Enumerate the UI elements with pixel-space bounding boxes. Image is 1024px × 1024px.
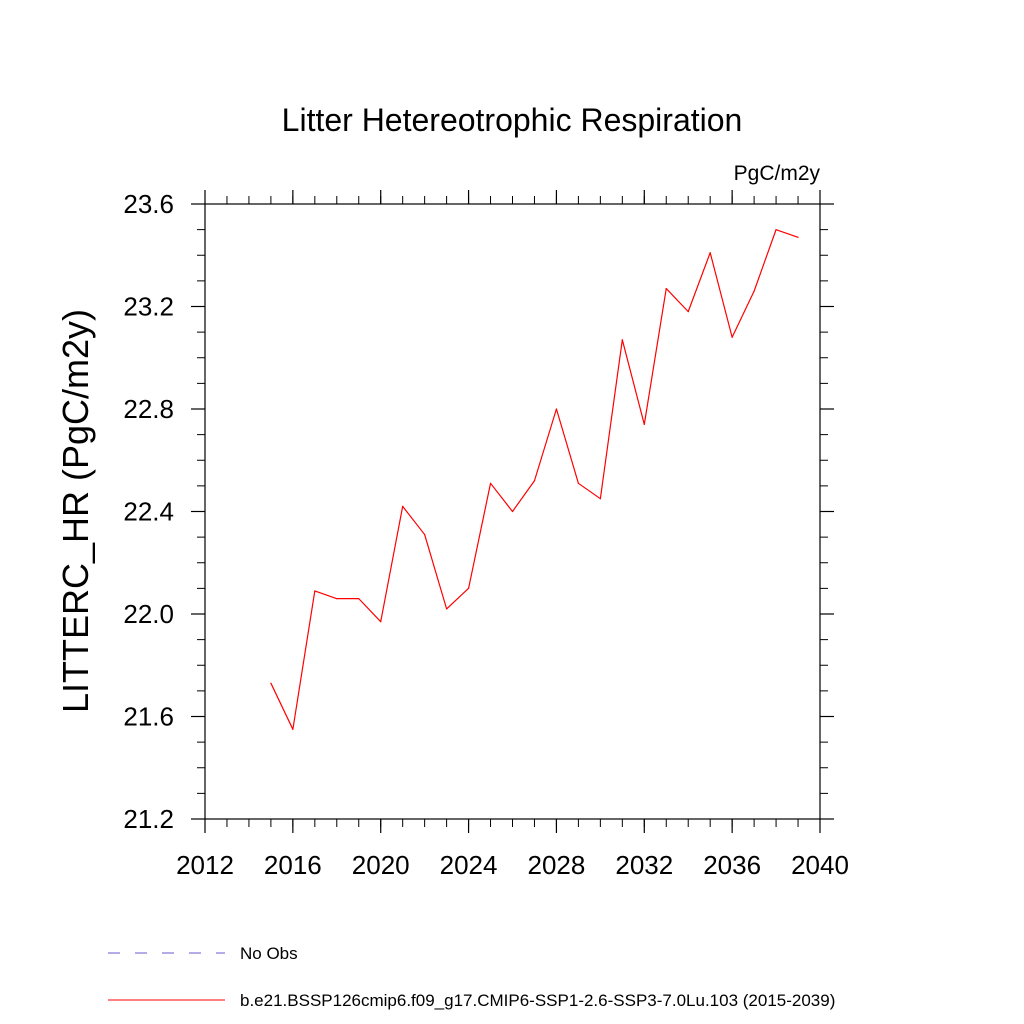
axis-tick-labels: 2012 2016 2020 2024 2028 2032 2036 2040 21.2 21.6… bbox=[123, 189, 849, 880]
y-tick-label: 21.2 bbox=[123, 804, 174, 834]
legend-label-no-obs: No Obs bbox=[240, 944, 298, 963]
series-line bbox=[270, 229, 799, 730]
x-tick-label: 2012 bbox=[176, 850, 234, 880]
y-tick-label: 22.4 bbox=[123, 497, 174, 527]
data-point bbox=[775, 229, 777, 231]
units-label: PgC/m2y bbox=[734, 162, 821, 185]
data-point bbox=[446, 608, 448, 610]
y-tick-label: 23.6 bbox=[123, 189, 174, 219]
data-point bbox=[314, 590, 316, 592]
plot-series bbox=[270, 229, 799, 730]
data-point bbox=[511, 510, 514, 513]
x-tick-label: 2032 bbox=[615, 850, 673, 880]
x-tick-label: 2040 bbox=[791, 850, 849, 880]
x-tick-label: 2028 bbox=[528, 850, 586, 880]
data-point bbox=[687, 311, 689, 313]
data-point bbox=[709, 252, 711, 254]
y-tick-label: 23.2 bbox=[123, 292, 174, 322]
data-point bbox=[336, 598, 338, 600]
y-axis-label: LITTERC_HR (PgC/m2y) bbox=[55, 309, 96, 713]
data-point bbox=[424, 533, 426, 536]
data-point bbox=[292, 728, 294, 730]
data-point bbox=[380, 621, 382, 623]
data-point bbox=[753, 290, 755, 292]
x-tick-label: 2016 bbox=[264, 850, 322, 880]
data-point bbox=[402, 505, 404, 507]
data-point bbox=[731, 336, 733, 338]
y-tick-label: 22.8 bbox=[123, 394, 174, 424]
x-tick-label: 2036 bbox=[703, 850, 761, 880]
y-tick-label: 22.0 bbox=[123, 599, 174, 629]
data-point bbox=[643, 423, 645, 425]
data-point bbox=[358, 598, 360, 600]
data-point bbox=[599, 498, 601, 500]
data-point bbox=[467, 587, 470, 589]
data-point bbox=[577, 482, 579, 484]
plot-frame bbox=[204, 203, 821, 820]
data-point bbox=[797, 236, 799, 238]
x-tick-label: 2020 bbox=[352, 850, 410, 880]
axis-ticks bbox=[191, 190, 834, 833]
y-tick-label: 21.6 bbox=[123, 702, 174, 732]
data-point bbox=[555, 408, 558, 410]
chart-title: Litter Hetereotrophic Respiration bbox=[282, 102, 743, 138]
data-point bbox=[533, 480, 536, 482]
legend: No Obs b.e21.BSSP126cmip6.f09_g17.CMIP6-… bbox=[108, 944, 835, 1010]
x-tick-label: 2024 bbox=[440, 850, 498, 880]
data-point bbox=[665, 287, 667, 290]
data-point bbox=[489, 482, 492, 484]
data-point bbox=[621, 339, 623, 341]
legend-label-model-run: b.e21.BSSP126cmip6.f09_g17.CMIP6-SSP1-2.… bbox=[240, 991, 835, 1010]
data-point bbox=[270, 682, 272, 684]
